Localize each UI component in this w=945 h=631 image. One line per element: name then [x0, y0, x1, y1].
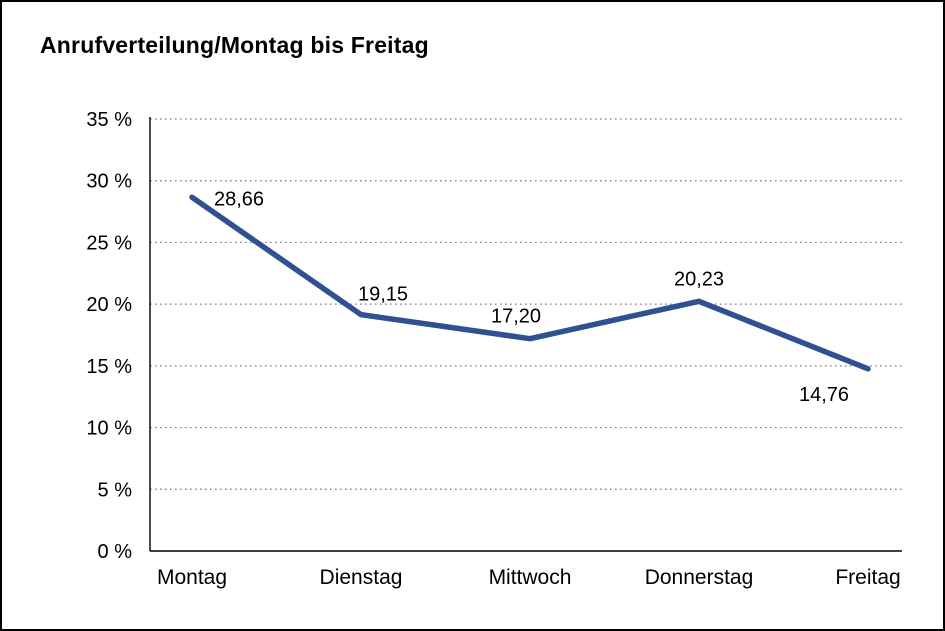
y-axis-tick-label: 5 % [98, 479, 133, 501]
data-point-label: 14,76 [799, 384, 849, 406]
data-point-label: 19,15 [358, 284, 408, 306]
data-point-label: 20,23 [674, 268, 724, 290]
chart-title: Anrufverteilung/Montag bis Freitag [40, 32, 429, 58]
x-axis-category-label: Dienstag [320, 566, 403, 589]
data-series-line [189, 194, 871, 372]
x-axis-category-label: Freitag [835, 566, 900, 589]
y-axis-tick-label: 20 % [86, 294, 132, 316]
data-point-label: 28,66 [214, 188, 264, 210]
x-axis-category-label: Montag [157, 566, 227, 589]
y-axis-tick-label: 25 % [86, 232, 132, 254]
y-axis-tick-label: 35 % [86, 109, 132, 131]
x-axis-category-label: Donnerstag [645, 566, 754, 589]
y-axis-tick-label: 10 % [86, 418, 132, 440]
y-axis-tick-label: 30 % [86, 171, 132, 193]
x-axis-category-label: Mittwoch [489, 566, 572, 589]
y-axis-tick-label: 15 % [86, 356, 132, 378]
data-point-label: 17,20 [491, 306, 541, 328]
y-axis-tick-label: 0 % [98, 541, 133, 563]
